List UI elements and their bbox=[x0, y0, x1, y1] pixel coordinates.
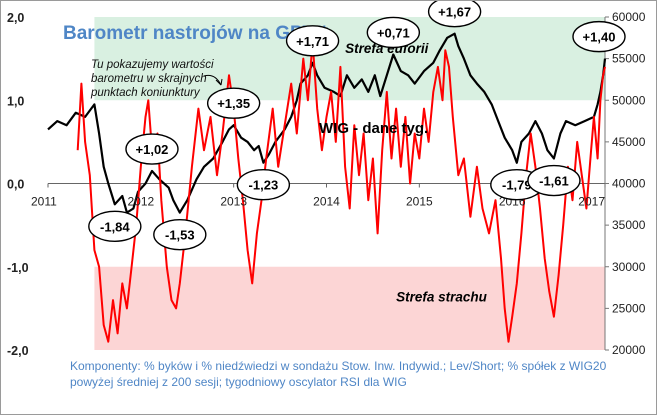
callout-value: -1,23 bbox=[249, 178, 279, 193]
callout-value: -1,61 bbox=[539, 174, 569, 189]
y-right-tick-label: 50000 bbox=[612, 93, 646, 107]
x-tick-label: 2012 bbox=[127, 195, 154, 209]
callout-bubble bbox=[427, 1, 482, 28]
callout-value: -1,53 bbox=[165, 228, 195, 243]
callout-value: -1,79 bbox=[502, 178, 532, 193]
callout-bubble bbox=[285, 25, 340, 57]
callout-bubble bbox=[366, 16, 421, 49]
callout-bubble bbox=[527, 164, 581, 197]
y-right-tick-label: 40000 bbox=[612, 177, 646, 191]
y-right-tick-label: 30000 bbox=[612, 260, 646, 274]
y-left-tick-label: -2,0 bbox=[7, 344, 29, 358]
x-tick-label: 2014 bbox=[313, 195, 340, 209]
y-right-tick-label: 55000 bbox=[612, 52, 646, 66]
chart-note-line: Tu pokazujemy wartości bbox=[91, 59, 214, 71]
extreme-value-callout: +1,02 bbox=[125, 133, 179, 165]
callout-value: +1,35 bbox=[217, 96, 250, 111]
callout-bubble bbox=[206, 87, 261, 119]
x-tick-label: 2013 bbox=[220, 195, 247, 209]
extreme-value-callout: -1,23 bbox=[236, 168, 291, 201]
zone-band-fear bbox=[94, 266, 606, 350]
y-left-tick-label: 0,0 bbox=[7, 178, 24, 192]
y-left-tick-label: 1,0 bbox=[7, 94, 24, 108]
extreme-value-callout: -1,61 bbox=[527, 164, 581, 197]
extreme-value-callout: +1,35 bbox=[206, 87, 261, 119]
zone-band-euphoria bbox=[94, 17, 606, 101]
note-arrow-curve bbox=[203, 74, 222, 86]
x-tick-label: 2017 bbox=[578, 195, 605, 209]
y-left-tick-label: 2,0 bbox=[7, 11, 24, 25]
zone-label-fear: Strefa strachu bbox=[396, 290, 488, 305]
callout-bubble bbox=[125, 133, 179, 165]
components-footnote: Komponenty: % byków i % niedźwiedzi w so… bbox=[70, 359, 607, 389]
extreme-value-callout: +1,40 bbox=[572, 20, 626, 53]
callout-value: +1,02 bbox=[136, 142, 169, 157]
callout-value: -1,84 bbox=[100, 219, 130, 234]
callout-value: +1,67 bbox=[438, 5, 471, 20]
callout-bubble bbox=[88, 210, 142, 243]
y-right-tick-label: 25000 bbox=[612, 301, 646, 315]
extreme-value-callout: +1,71 bbox=[285, 25, 340, 57]
wig-series-line bbox=[47, 32, 607, 214]
y-right-tick-label: 20000 bbox=[612, 343, 646, 357]
extreme-value-callout: +1,67 bbox=[427, 1, 482, 28]
barometer-series-line bbox=[76, 41, 606, 343]
wig-series-label: WIG - dane tyg. bbox=[319, 120, 428, 137]
y-right-tick-label: 60000 bbox=[612, 10, 646, 24]
note-arrow bbox=[203, 74, 223, 86]
note-arrow-head bbox=[215, 78, 223, 86]
x-tick-label: 2011 bbox=[31, 195, 57, 209]
callout-value: +1,40 bbox=[583, 30, 616, 45]
extreme-value-callout: -1,84 bbox=[88, 210, 142, 243]
y-right-tick-label: 35000 bbox=[612, 218, 646, 232]
y-left-tick-label: -1,0 bbox=[7, 261, 29, 275]
x-tick-label: 2015 bbox=[406, 195, 433, 209]
callout-value: +0,71 bbox=[377, 25, 410, 40]
chart-title: Barometr nastrojów na GPW* bbox=[63, 23, 329, 44]
chart-note-line: punktach koniunktury bbox=[90, 87, 201, 99]
extreme-value-callout: -1,53 bbox=[153, 218, 207, 251]
callout-value: +1,71 bbox=[296, 34, 329, 49]
chart-note-line: barometru w skrajnych bbox=[91, 73, 207, 85]
y-right-tick-label: 45000 bbox=[612, 135, 646, 149]
extreme-value-callout: +0,71 bbox=[366, 16, 421, 49]
callout-bubble bbox=[153, 218, 207, 251]
callout-bubble bbox=[236, 168, 291, 201]
callout-bubble bbox=[572, 20, 626, 53]
